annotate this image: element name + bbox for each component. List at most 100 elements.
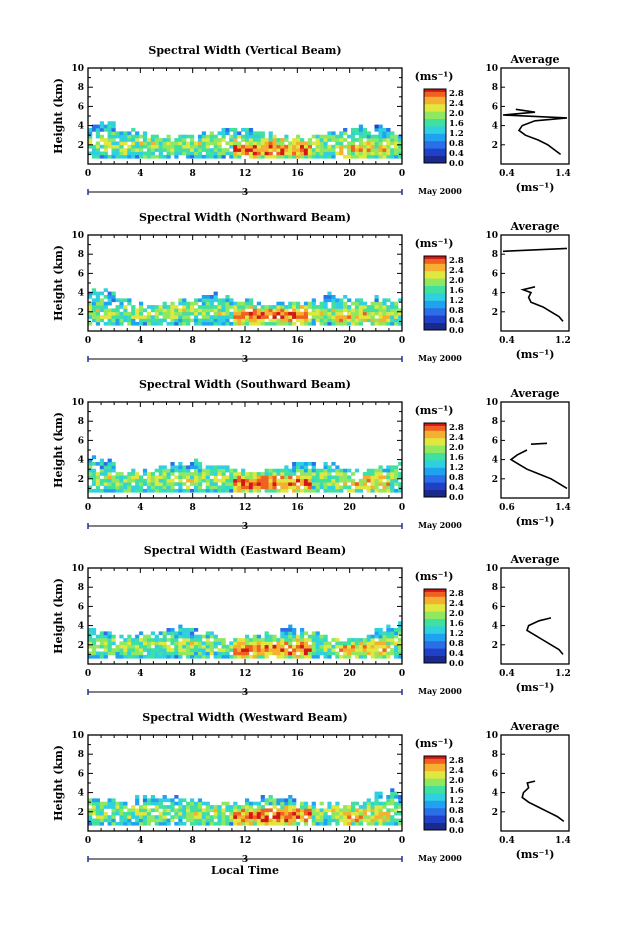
heatmap-cell — [229, 488, 234, 493]
colorbar-cell — [424, 133, 446, 137]
heatmap-cell — [162, 475, 167, 480]
heatmap-cell — [103, 475, 108, 480]
heatmap-cell — [233, 482, 238, 486]
heatmap-cell — [197, 298, 203, 303]
heatmap-cell — [300, 815, 305, 819]
colorbar-cell — [424, 621, 446, 624]
heatmap-cell — [131, 144, 136, 149]
heatmap-cell — [99, 291, 104, 296]
heatmap-cell — [386, 315, 391, 319]
heatmap-cell — [139, 811, 144, 816]
heatmap-cell — [378, 468, 383, 473]
heatmap-cell — [241, 148, 246, 152]
heatmap-cell — [127, 318, 132, 323]
heatmap-cell — [288, 631, 293, 636]
heatmap-cell — [111, 488, 116, 493]
heatmap-cell — [209, 641, 214, 646]
heatmap-cell — [142, 488, 148, 493]
heatmap-cell — [245, 131, 250, 136]
heatmap-cell — [390, 141, 395, 146]
heatmap-cell — [374, 798, 379, 803]
heatmap-cell — [158, 821, 163, 826]
heatmap-cell — [378, 151, 383, 156]
heatmap-cell — [280, 148, 285, 152]
heatmap-cell — [115, 148, 120, 152]
heatmap-cell — [256, 644, 261, 649]
heatmap-cell — [394, 644, 399, 649]
heatmap-cell — [162, 634, 167, 639]
heatmap-cell — [209, 818, 214, 823]
heatmap-cell — [272, 308, 277, 313]
heatmap-cell — [300, 315, 305, 319]
colorbar-cell — [424, 467, 446, 471]
heatmap-cell — [276, 141, 281, 146]
heatmap-cell — [201, 634, 206, 639]
heatmap-cell — [174, 488, 179, 493]
heatmap-cell — [107, 124, 112, 129]
heatmap-cell — [162, 651, 167, 656]
heatmap-cell — [386, 144, 391, 149]
heatmap-cell — [217, 478, 222, 483]
profile-y-tick-label: 2 — [492, 308, 498, 318]
heatmap-cell — [339, 148, 344, 152]
heatmap-cell — [264, 644, 269, 649]
heatmap-cell — [264, 138, 269, 142]
heatmap-cell — [154, 488, 159, 493]
heatmap-cell — [272, 488, 277, 493]
heatmap-cell — [319, 641, 324, 646]
profile-line — [521, 780, 565, 823]
heatmap-cell — [319, 815, 324, 819]
heatmap-cell — [205, 308, 210, 313]
heatmap-cell — [331, 321, 336, 326]
colorbar-cell — [424, 763, 446, 767]
heatmap-cell — [382, 315, 387, 319]
profile-y-tick-label: 10 — [485, 64, 498, 74]
heatmap-cell — [146, 648, 152, 652]
heatmap-cell — [139, 641, 144, 646]
heatmap-cell — [190, 651, 195, 656]
heatmap-cell — [378, 148, 383, 152]
profile-frame — [500, 734, 570, 832]
heatmap-cell — [268, 801, 273, 806]
heatmap-cell — [158, 138, 163, 142]
heatmap-cell — [390, 821, 395, 826]
heatmap-cell — [347, 298, 352, 303]
heatmap-cell — [131, 148, 136, 152]
heatmap-cell — [95, 488, 100, 493]
heatmap-cell — [382, 811, 387, 816]
heatmap-cell — [323, 818, 328, 823]
heatmap-cell — [256, 315, 261, 319]
heatmap-cell — [182, 138, 187, 142]
heatmap-cell — [107, 465, 112, 470]
heatmap-cell — [233, 321, 238, 326]
heatmap-cell — [358, 315, 363, 319]
heatmap-cell — [307, 138, 312, 142]
heatmap-cell — [174, 144, 179, 149]
heatmap-cell — [252, 321, 257, 326]
heatmap-cell — [170, 472, 175, 476]
heatmap-cell — [292, 308, 297, 313]
heatmap-cell — [386, 488, 391, 493]
heatmap-cell — [237, 821, 242, 826]
heatmap-cell — [292, 311, 297, 316]
heatmap-cell — [276, 811, 281, 816]
heatmap-cell — [115, 801, 120, 806]
heatmap-cell — [374, 321, 379, 326]
heatmap-cell — [319, 321, 324, 326]
heatmap-cell — [343, 144, 348, 149]
heatmap-cell — [374, 154, 379, 159]
heatmap-cell — [398, 821, 403, 826]
heatmap-cell — [99, 631, 104, 636]
heatmap-cell — [209, 808, 214, 813]
heatmap-cell — [170, 628, 175, 632]
colorbar-cell — [424, 805, 446, 809]
colorbar-cell — [424, 440, 446, 444]
heatmap-cell — [154, 821, 159, 826]
heatmap-cell — [315, 151, 320, 156]
heatmap-cell — [280, 641, 285, 646]
profile-frame — [500, 67, 570, 165]
heatmap-cell — [351, 154, 356, 159]
heatmap-cell — [95, 128, 100, 132]
colorbar-cell — [424, 150, 446, 154]
heatmap-cell — [139, 308, 144, 313]
